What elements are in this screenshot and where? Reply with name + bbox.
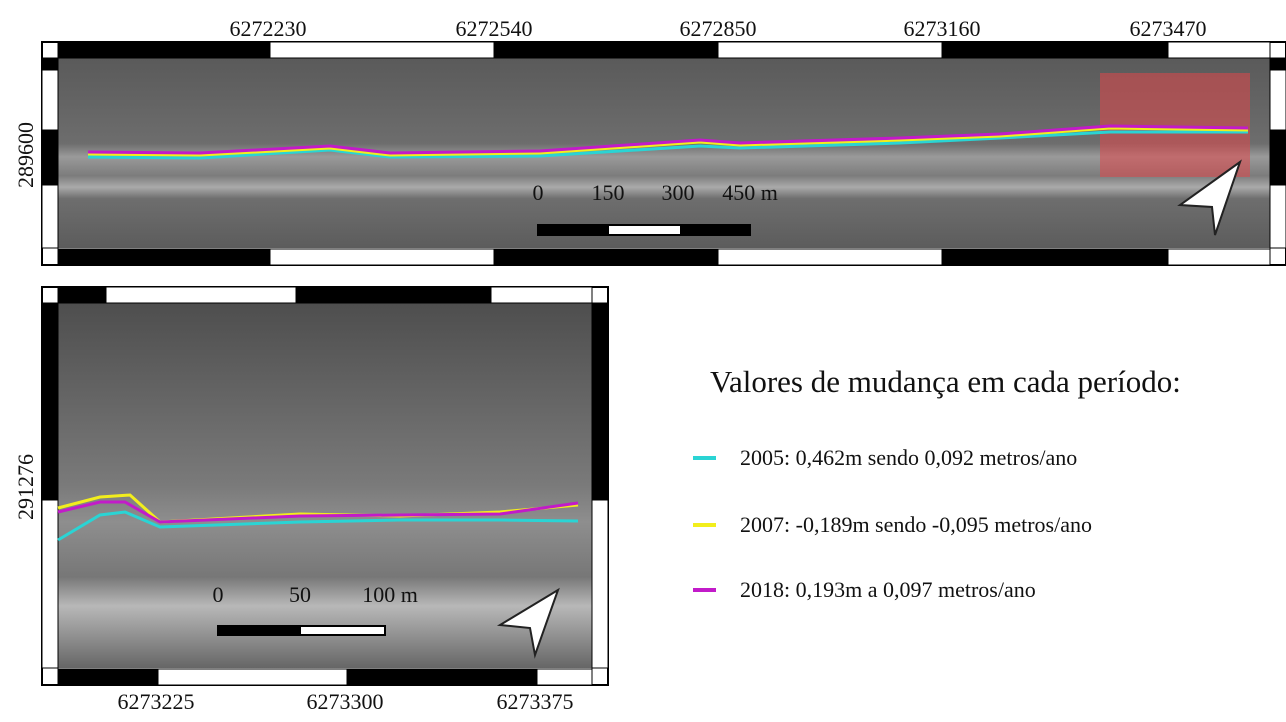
border-segment — [1269, 129, 1286, 186]
border-segment — [269, 41, 495, 59]
border-segment — [41, 69, 59, 131]
scale-label: 450 m — [722, 180, 778, 205]
legend-title: Valores de mudança em cada período: — [710, 364, 1181, 399]
border-segment — [941, 41, 1169, 59]
border-segment — [41, 499, 59, 669]
border-segment — [493, 41, 719, 59]
scale-label: 100 m — [362, 582, 418, 607]
legend-label: 2018: 0,193m a 0,097 metros/ano — [740, 577, 1036, 602]
scale-bar — [680, 226, 750, 234]
shoreline — [87, 124, 1249, 155]
border-segment — [57, 286, 107, 304]
x-coordinate-label: 6273300 — [307, 689, 384, 714]
border-segment — [57, 248, 271, 266]
scale-label: 150 — [592, 180, 625, 205]
x-coordinate-label: 6272540 — [456, 16, 533, 41]
border-segment — [1269, 69, 1286, 131]
border-segment — [41, 184, 59, 249]
x-coordinate-label: 6273225 — [118, 689, 195, 714]
border-segment — [41, 302, 59, 501]
scale-label: 300 — [662, 180, 695, 205]
border-segment — [490, 286, 593, 304]
aerial-image — [58, 303, 592, 668]
border-segment — [157, 668, 348, 686]
border-segment — [536, 668, 593, 686]
border-segment — [1269, 184, 1286, 249]
scale-label: 0 — [533, 180, 544, 205]
border-segment — [717, 248, 943, 266]
border-segment — [1269, 57, 1286, 71]
border-segment — [295, 286, 492, 304]
north-arrow — [496, 587, 560, 659]
scale-bar — [218, 627, 301, 634]
shoreline — [57, 500, 579, 524]
scale-bar — [538, 226, 609, 234]
border-segment — [1167, 41, 1271, 59]
legend-label: 2007: -0,189m sendo -0,095 metros/ano — [740, 512, 1092, 537]
border-segment — [493, 248, 719, 266]
border-segment — [1167, 248, 1271, 266]
border-segment — [269, 248, 495, 266]
x-coordinate-label: 6273375 — [497, 689, 574, 714]
border-segment — [41, 129, 59, 186]
y-coordinate-label: 289600 — [13, 122, 38, 188]
x-coordinate-label: 6273470 — [1130, 16, 1207, 41]
legend-label: 2005: 0,462m sendo 0,092 metros/ano — [740, 445, 1077, 470]
north-arrow — [1177, 159, 1242, 236]
shoreline — [87, 130, 1248, 160]
border-segment — [105, 286, 297, 304]
y-coordinate-label: 291276 — [13, 454, 38, 520]
border-segment — [57, 41, 271, 59]
border-segment — [591, 302, 609, 501]
border-segment — [57, 668, 159, 686]
border-segment — [41, 57, 59, 71]
border-segment — [346, 668, 538, 686]
scale-label: 50 — [289, 582, 311, 607]
x-coordinate-label: 6272230 — [230, 16, 307, 41]
border-segment — [941, 248, 1169, 266]
border-segment — [717, 41, 943, 59]
scale-label: 0 — [213, 582, 224, 607]
shoreline — [57, 510, 579, 542]
x-coordinate-label: 6272850 — [680, 16, 757, 41]
shoreline — [87, 126, 1249, 157]
border-segment — [591, 499, 609, 669]
x-coordinate-label: 6273160 — [904, 16, 981, 41]
